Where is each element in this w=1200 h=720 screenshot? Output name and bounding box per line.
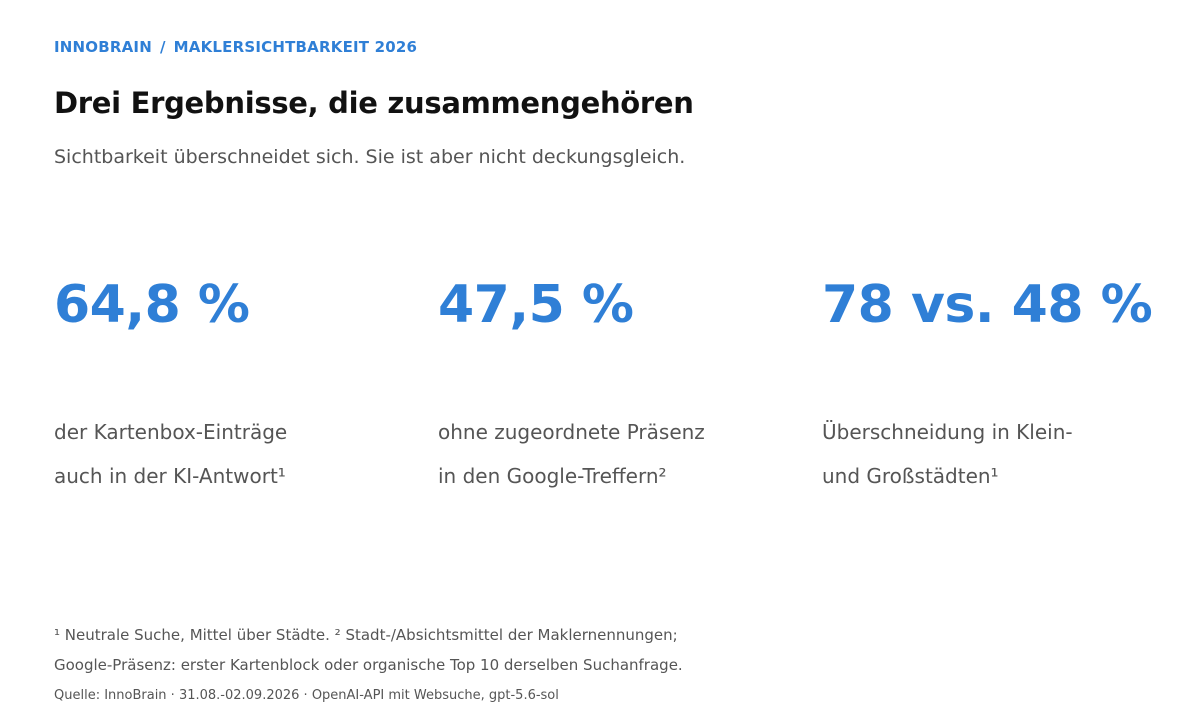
stat-label-3-line-2: und Großstädten¹ — [822, 464, 999, 488]
stat-label-1-line-2: auch in der KI-Antwort¹ — [54, 464, 286, 488]
kicker-topic: MAKLERSICHTBARKEIT 2026 — [173, 38, 418, 56]
stat-value-1: 64,8 % — [54, 275, 250, 335]
stat-value-2: 47,5 % — [438, 275, 634, 335]
footnote-line-2: Google-Präsenz: erster Kartenblock oder … — [54, 656, 683, 674]
stat-card-1: 64,8 % der Kartenbox-Einträge auch in de… — [54, 272, 394, 488]
stat-label-2: ohne zugeordnete Präsenz in den Google-T… — [438, 410, 778, 498]
stat-label-3: Überschneidung in Klein- und Großstädten… — [822, 410, 1162, 498]
stat-label-2-line-1: ohne zugeordnete Präsenz — [438, 420, 705, 444]
stat-card-3: 78 vs. 48 % Überschneidung in Klein- und… — [822, 272, 1162, 488]
stat-label-3-line-1: Überschneidung in Klein- — [822, 420, 1073, 444]
stat-card-2: 47,5 % ohne zugeordnete Präsenz in den G… — [438, 272, 778, 488]
stat-label-2-line-2: in den Google-Treffern² — [438, 464, 667, 488]
page-subtitle: Sichtbarkeit überschneidet sich. Sie ist… — [54, 146, 686, 168]
kicker: INNOBRAIN / MAKLERSICHTBARKEIT 2026 — [54, 38, 417, 56]
stat-label-1-line-1: der Kartenbox-Einträge — [54, 420, 288, 444]
page-title: Drei Ergebnisse, die zusammengehören — [54, 86, 694, 120]
footnotes: ¹ Neutrale Suche, Mittel über Städte. ² … — [54, 620, 683, 680]
kicker-brand: INNOBRAIN — [54, 38, 152, 56]
footnote-line-1: ¹ Neutrale Suche, Mittel über Städte. ² … — [54, 626, 678, 644]
source-note: Quelle: InnoBrain · 31.08.-02.09.2026 · … — [54, 688, 559, 703]
kicker-separator: / — [159, 38, 166, 56]
stat-label-1: der Kartenbox-Einträge auch in der KI-An… — [54, 410, 394, 498]
stat-value-3: 78 vs. 48 % — [822, 275, 1153, 335]
